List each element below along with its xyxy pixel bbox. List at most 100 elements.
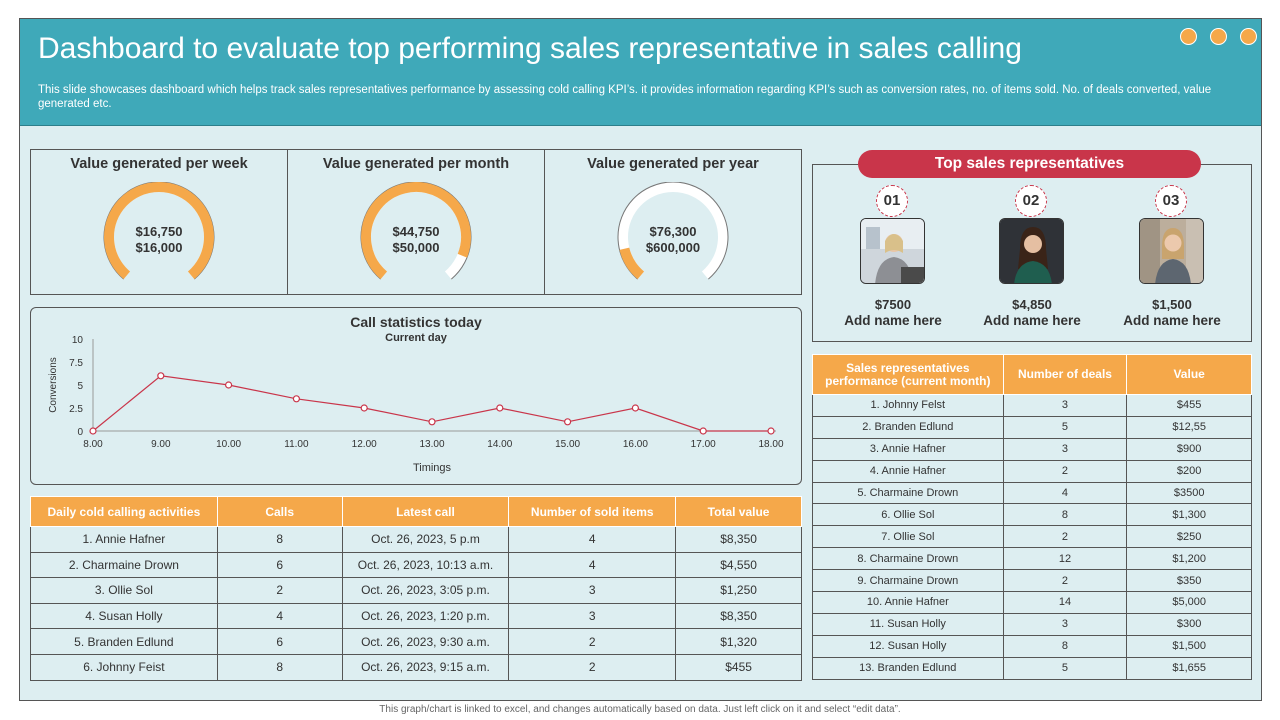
table-cell: $4,550 bbox=[675, 551, 802, 579]
page-title: Dashboard to evaluate top performing sal… bbox=[38, 32, 1022, 65]
table-cell: 6 bbox=[216, 628, 343, 655]
table-cell: Oct. 26, 2023, 1:20 p.m. bbox=[341, 602, 510, 630]
rep-photo bbox=[860, 218, 925, 284]
table-row: 9. Charmaine Drown 2 $350 bbox=[812, 569, 1252, 593]
table-cell: 4 bbox=[1002, 481, 1128, 505]
chart-title: Call statistics today bbox=[350, 314, 482, 330]
x-tick-label: 13.00 bbox=[419, 439, 444, 450]
rep-name: Add name here bbox=[844, 313, 942, 328]
top-reps-panel: 01 $7500 Add name here 02 $4,850 Add nam… bbox=[812, 164, 1252, 342]
column-header: Calls bbox=[216, 496, 343, 527]
data-point bbox=[89, 427, 97, 435]
table-row: 7. Ollie Sol 2 $250 bbox=[812, 525, 1252, 549]
table-header-row: Sales representatives performance (curre… bbox=[812, 354, 1252, 395]
y-tick-label: 5 bbox=[77, 381, 83, 392]
table-cell: 6 bbox=[216, 551, 343, 579]
table-cell: 3 bbox=[1002, 612, 1128, 636]
column-header: Number of sold items bbox=[508, 496, 677, 527]
table-cell: 2 bbox=[508, 628, 677, 655]
table-cell: 8 bbox=[1002, 503, 1128, 527]
y-tick-label: 7.5 bbox=[69, 358, 83, 369]
table-cell: 8 bbox=[1002, 634, 1128, 658]
column-header: Total value bbox=[675, 496, 802, 527]
table-cell: 3 bbox=[508, 602, 677, 630]
daily-calling-table: Daily cold calling activities Calls Late… bbox=[30, 496, 802, 681]
gauge-year: Value generated per year $76,300 $600,00… bbox=[545, 150, 801, 294]
chart-subtitle: Current day bbox=[385, 332, 447, 344]
table-cell: 4. Susan Holly bbox=[30, 602, 218, 630]
table-row: 6. Ollie Sol 8 $1,300 bbox=[812, 503, 1252, 527]
table-cell: 8 bbox=[216, 526, 343, 553]
table-cell: $12,55 bbox=[1126, 415, 1252, 439]
x-tick-label: 9.00 bbox=[151, 439, 171, 450]
gauge-week: Value generated per week $16,750 $16,000 bbox=[31, 150, 288, 294]
table-cell: 4. Annie Hafner bbox=[812, 459, 1004, 483]
x-tick-label: 17.00 bbox=[691, 439, 716, 450]
dot-icon bbox=[1180, 28, 1197, 45]
x-tick-label: 8.00 bbox=[83, 439, 103, 450]
gauge-ring bbox=[103, 182, 215, 280]
gauge-target: $50,000 bbox=[392, 240, 440, 255]
x-tick-label: 11.00 bbox=[284, 439, 309, 450]
column-header: Daily cold calling activities bbox=[30, 496, 218, 527]
window-dots bbox=[1180, 28, 1257, 45]
dot-icon bbox=[1210, 28, 1227, 45]
table-cell: $455 bbox=[1126, 394, 1252, 417]
data-point bbox=[428, 418, 436, 426]
table-cell: Oct. 26, 2023, 9:15 a.m. bbox=[341, 653, 510, 681]
table-cell: 2. Charmaine Drown bbox=[30, 551, 218, 579]
rep-photo bbox=[1139, 218, 1204, 284]
data-point bbox=[699, 427, 707, 435]
table-cell: 2. Branden Edlund bbox=[812, 415, 1004, 439]
table-row: 2. Charmaine Drown 6 Oct. 26, 2023, 10:13 … bbox=[30, 551, 802, 579]
x-tick-label: 12.00 bbox=[352, 439, 377, 450]
dot-icon bbox=[1240, 28, 1257, 45]
footer-note: This graph/chart is linked to excel, and… bbox=[379, 704, 901, 715]
rep-value: $7500 bbox=[874, 297, 912, 312]
top-reps-title: Top sales representatives bbox=[858, 150, 1201, 178]
rep-value: $1,500 bbox=[1152, 297, 1192, 312]
y-tick-label: 0 bbox=[77, 427, 83, 438]
table-row: 4. Annie Hafner 2 $200 bbox=[812, 459, 1252, 483]
column-header: Value bbox=[1126, 354, 1252, 395]
data-point bbox=[496, 404, 504, 412]
table-row: 4. Susan Holly 4 Oct. 26, 2023, 1:20 p.m. 3… bbox=[30, 602, 802, 630]
x-tick-label: 18.00 bbox=[758, 439, 783, 450]
table-cell: $300 bbox=[1126, 612, 1252, 636]
table-cell: 12 bbox=[1002, 547, 1128, 571]
table-row: 5. Charmaine Drown 4 $3500 bbox=[812, 481, 1252, 505]
line-chart-svg: 0 2.5 5 7.5 10 8.00 9.00 10.00 11.00 12.00 13.00 14… bbox=[48, 335, 784, 474]
data-point bbox=[631, 404, 640, 412]
table-row: 3. Annie Hafner 3 $900 bbox=[812, 437, 1252, 461]
table-cell: 9. Charmaine Drown bbox=[812, 569, 1004, 593]
table-cell: 1. Annie Hafner bbox=[30, 526, 218, 553]
rep-photo bbox=[999, 218, 1064, 284]
table-cell: $8,350 bbox=[675, 602, 802, 630]
table-cell: $5,000 bbox=[1126, 591, 1252, 614]
table-cell: $3500 bbox=[1126, 481, 1252, 505]
x-tick-label: 14.00 bbox=[487, 439, 512, 450]
table-cell: 7. Ollie Sol bbox=[812, 525, 1004, 549]
table-cell: 12. Susan Holly bbox=[812, 634, 1004, 658]
table-cell: 8. Charmaine Drown bbox=[812, 547, 1004, 571]
table-row: 8. Charmaine Drown 12 $1,200 bbox=[812, 547, 1252, 571]
table-row: 2. Branden Edlund 5 $12,55 bbox=[812, 415, 1252, 439]
table-cell: 2 bbox=[508, 653, 677, 681]
table-cell: 3 bbox=[1002, 437, 1128, 461]
rep-name: Add name here bbox=[983, 313, 1081, 328]
x-tick-label: 10.00 bbox=[216, 439, 241, 450]
table-row: 6. Johnny Feist 8 Oct. 26, 2023, 9:15 a.m.… bbox=[30, 653, 802, 681]
page-subtitle: This slide showcases dashboard which hel… bbox=[38, 84, 1212, 110]
table-cell: $350 bbox=[1126, 569, 1252, 593]
table-cell: $250 bbox=[1126, 525, 1252, 549]
table-cell: 10. Annie Hafner bbox=[812, 591, 1004, 614]
table-cell: 3 bbox=[1002, 394, 1128, 417]
column-header: Sales representatives performance (curre… bbox=[812, 354, 1004, 395]
rank-badge: 02 bbox=[1015, 185, 1047, 217]
gauge-value: $44,750 bbox=[392, 224, 440, 239]
x-axis-label: Timings bbox=[413, 462, 452, 474]
gauge-title: Value generated per month bbox=[322, 156, 510, 172]
y-axis-label: Conversions bbox=[48, 357, 59, 413]
rank-badge: 01 bbox=[876, 185, 908, 217]
table-cell: $1,500 bbox=[1126, 634, 1252, 658]
